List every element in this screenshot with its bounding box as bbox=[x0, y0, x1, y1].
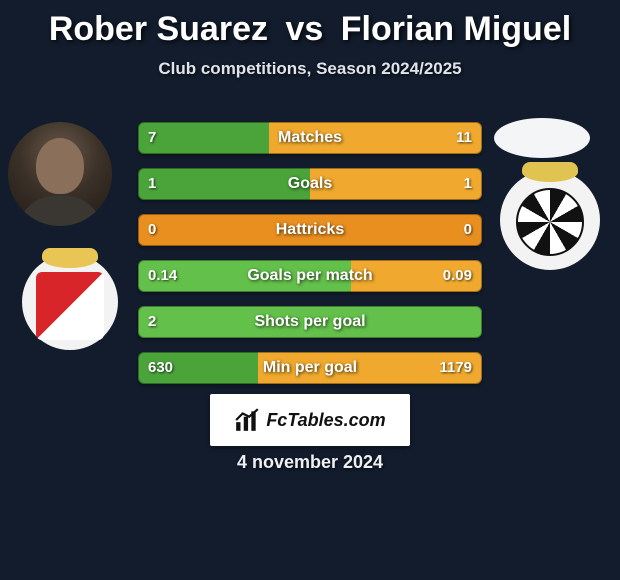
comparison-date: 4 november 2024 bbox=[0, 452, 620, 473]
player2-avatar-placeholder bbox=[494, 118, 590, 158]
stat-value-right: 1 bbox=[454, 168, 482, 200]
stat-bar bbox=[138, 168, 482, 200]
player2-club-crest bbox=[500, 170, 600, 270]
stat-bar bbox=[138, 260, 482, 292]
branding-chart-icon bbox=[234, 407, 260, 433]
player1-club-crest bbox=[22, 254, 118, 350]
stat-value-right: 0.09 bbox=[433, 260, 482, 292]
branding-text: FcTables.com bbox=[266, 410, 385, 431]
stat-value-right bbox=[462, 306, 482, 338]
stat-value-left: 0.14 bbox=[138, 260, 187, 292]
stat-value-left: 2 bbox=[138, 306, 166, 338]
stat-row: 00Hattricks bbox=[138, 214, 482, 246]
branding-badge: FcTables.com bbox=[210, 394, 410, 446]
player2-name: Florian Miguel bbox=[341, 10, 571, 48]
stat-row: 6301179Min per goal bbox=[138, 352, 482, 384]
stat-value-left: 630 bbox=[138, 352, 183, 384]
stat-bar-left-segment bbox=[138, 306, 482, 338]
stat-row: 11Goals bbox=[138, 168, 482, 200]
stat-value-right: 11 bbox=[446, 122, 482, 154]
stat-row: 0.140.09Goals per match bbox=[138, 260, 482, 292]
stat-row: 2Shots per goal bbox=[138, 306, 482, 338]
stat-value-left: 1 bbox=[138, 168, 166, 200]
player1-avatar bbox=[8, 122, 112, 226]
stat-row: 711Matches bbox=[138, 122, 482, 154]
stat-value-right: 1179 bbox=[429, 352, 482, 384]
stat-bar bbox=[138, 214, 482, 246]
stats-bars-container: 711Matches11Goals00Hattricks0.140.09Goal… bbox=[138, 122, 482, 398]
vs-separator: vs bbox=[285, 10, 323, 48]
stat-value-left: 7 bbox=[138, 122, 166, 154]
stat-value-right: 0 bbox=[454, 214, 482, 246]
player1-name: Rober Suarez bbox=[49, 10, 268, 48]
comparison-subtitle: Club competitions, Season 2024/2025 bbox=[0, 59, 620, 79]
comparison-title: Rober Suarez vs Florian Miguel bbox=[0, 0, 620, 49]
stat-value-left: 0 bbox=[138, 214, 166, 246]
stat-bar bbox=[138, 122, 482, 154]
stat-bar bbox=[138, 306, 482, 338]
